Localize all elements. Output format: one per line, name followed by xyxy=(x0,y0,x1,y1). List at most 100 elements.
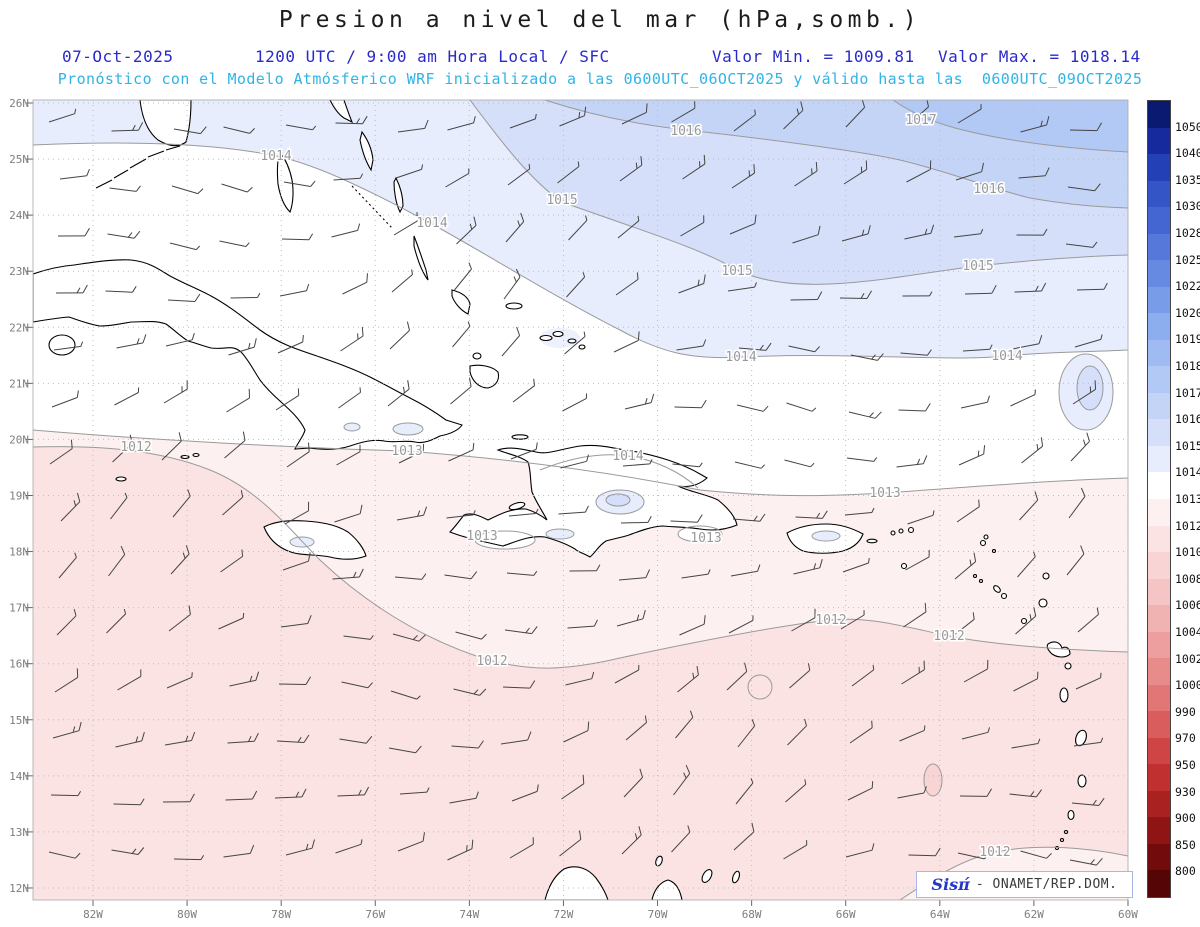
contour-label: 1012 xyxy=(120,440,151,455)
colorbar-segment xyxy=(1148,711,1170,738)
isobar-1014 xyxy=(33,142,1128,359)
contour-label: 1012 xyxy=(476,654,507,669)
terrain-pressure-pockets xyxy=(290,423,840,547)
colorbar-segment xyxy=(1148,392,1170,420)
contour-label: 1014 xyxy=(612,449,643,464)
colorbar-segment xyxy=(1148,101,1170,128)
wind-barbs xyxy=(48,100,1108,866)
colorbar-segment xyxy=(1148,578,1170,606)
lat-tick-label: 13N xyxy=(9,826,29,839)
colorbar-segment xyxy=(1148,843,1170,871)
axis-labels: 26N 25N 24N 23N 22N 21N 20N 19N 18N 17N 16N 15N 14N 1… xyxy=(9,97,1138,921)
contour-label: 1016 xyxy=(973,182,1004,197)
onamet-credit: - ONAMET/REP.DOM. xyxy=(975,877,1118,892)
value-max-label: Valor Max. = 1018.14 xyxy=(938,47,1141,66)
colorbar-segment xyxy=(1148,525,1170,553)
colorbar-segment xyxy=(1148,313,1170,340)
lon-tick-label: 62W xyxy=(1024,908,1044,921)
lon-tick-label: 70W xyxy=(648,908,668,921)
colorbar-segment xyxy=(1148,233,1170,261)
colorbar-segment xyxy=(1148,445,1170,473)
colorbar-segment xyxy=(1148,631,1170,659)
lat-tick-label: 23N xyxy=(9,265,29,278)
sispi-watermark: Sisπ́ - ONAMET/REP.DOM. xyxy=(916,871,1133,898)
colorbar-segment xyxy=(1148,366,1170,393)
contour-label: 1015 xyxy=(721,264,752,279)
colorbar-segment xyxy=(1148,180,1170,208)
contour-label: 1012 xyxy=(979,845,1010,860)
colorbar-segment xyxy=(1148,658,1170,685)
colorbar-segment xyxy=(1148,684,1170,712)
tortuga-coastline xyxy=(511,434,529,440)
lat-tick-label: 22N xyxy=(9,321,29,334)
colorbar-segment xyxy=(1148,286,1170,314)
isobar-1014-hispaniola xyxy=(539,454,699,489)
lon-tick-label: 78W xyxy=(271,908,291,921)
lat-tick-label: 15N xyxy=(9,714,29,727)
vieques-coastline xyxy=(866,538,878,544)
virgin-islands-coastline xyxy=(890,526,915,570)
south-caribbean-coastline xyxy=(544,855,741,900)
pressure-shading xyxy=(33,100,1128,900)
contour-label: 1013 xyxy=(690,531,721,546)
florida-coastline xyxy=(139,100,192,147)
colorbar-segment xyxy=(1148,207,1170,234)
valid-time: 1200 UTC / 9:00 am Hora Local / SFC xyxy=(255,47,610,66)
contour-label: 1017 xyxy=(905,113,936,128)
contour-label: 1015 xyxy=(546,193,577,208)
isobar-labels: 1014 1016 1017 1014 1015 1016 1015 1015 1014 1014… xyxy=(119,112,1024,862)
lat-tick-label: 19N xyxy=(9,489,29,502)
isobars xyxy=(33,100,1128,900)
contour-label: 1013 xyxy=(869,486,900,501)
contour-label: 1014 xyxy=(416,216,447,231)
colorbar-segment xyxy=(1148,472,1170,499)
lat-tick-label: 17N xyxy=(9,602,29,615)
florida-keys-coastline xyxy=(95,145,181,189)
contour-label: 1013 xyxy=(466,529,497,544)
isobar-1017 xyxy=(892,100,1128,153)
lat-tick-label: 26N xyxy=(9,97,29,110)
contour-label: 1012 xyxy=(933,629,964,644)
lon-tick-label: 74W xyxy=(459,908,479,921)
valid-date: 07-Oct-2025 xyxy=(62,47,174,66)
hispaniola-coastline xyxy=(449,444,738,558)
coastlines xyxy=(33,100,1087,900)
lon-tick-label: 60W xyxy=(1118,908,1138,921)
colorbar-segment xyxy=(1148,817,1170,844)
lat-tick-label: 14N xyxy=(9,770,29,783)
contour-label: 1014 xyxy=(991,349,1022,364)
isobar-1016 xyxy=(544,100,1128,209)
colorbar-segment xyxy=(1148,870,1170,897)
colorbar-segment xyxy=(1148,737,1170,765)
colorbar-segment xyxy=(1148,154,1170,181)
bahamas-coastline xyxy=(276,100,586,389)
colorbar-segment xyxy=(1148,790,1170,818)
lat-tick-label: 16N xyxy=(9,658,29,671)
gonave-coastline xyxy=(508,501,526,511)
lon-tick-label: 80W xyxy=(177,908,197,921)
contour-label: 1016 xyxy=(670,124,701,139)
cayman-islands-coastline xyxy=(115,452,200,482)
contour-label: 1014 xyxy=(725,350,756,365)
lon-tick-label: 68W xyxy=(742,908,762,921)
jamaica-coastline xyxy=(263,520,367,560)
colorbar-segment xyxy=(1148,764,1170,791)
lat-tick-label: 21N xyxy=(9,377,29,390)
map-frame xyxy=(32,99,1129,901)
isobar-1013 xyxy=(33,429,1128,497)
colorbar-segment xyxy=(1148,419,1170,446)
lon-tick-label: 82W xyxy=(83,908,103,921)
lon-tick-label: 64W xyxy=(930,908,950,921)
contour-label: 1015 xyxy=(962,259,993,274)
lat-tick-label: 25N xyxy=(9,153,29,166)
value-min-label: Valor Min. = 1009.81 xyxy=(712,47,915,66)
lon-tick-label: 72W xyxy=(554,908,574,921)
lat-tick-label: 24N xyxy=(9,209,29,222)
cuba-coastline xyxy=(33,259,463,450)
contour-label: 1013 xyxy=(391,444,422,459)
closed-isobar-rings xyxy=(289,353,1114,797)
contour-label: 1014 xyxy=(260,149,291,164)
colorbar-segment xyxy=(1148,605,1170,632)
